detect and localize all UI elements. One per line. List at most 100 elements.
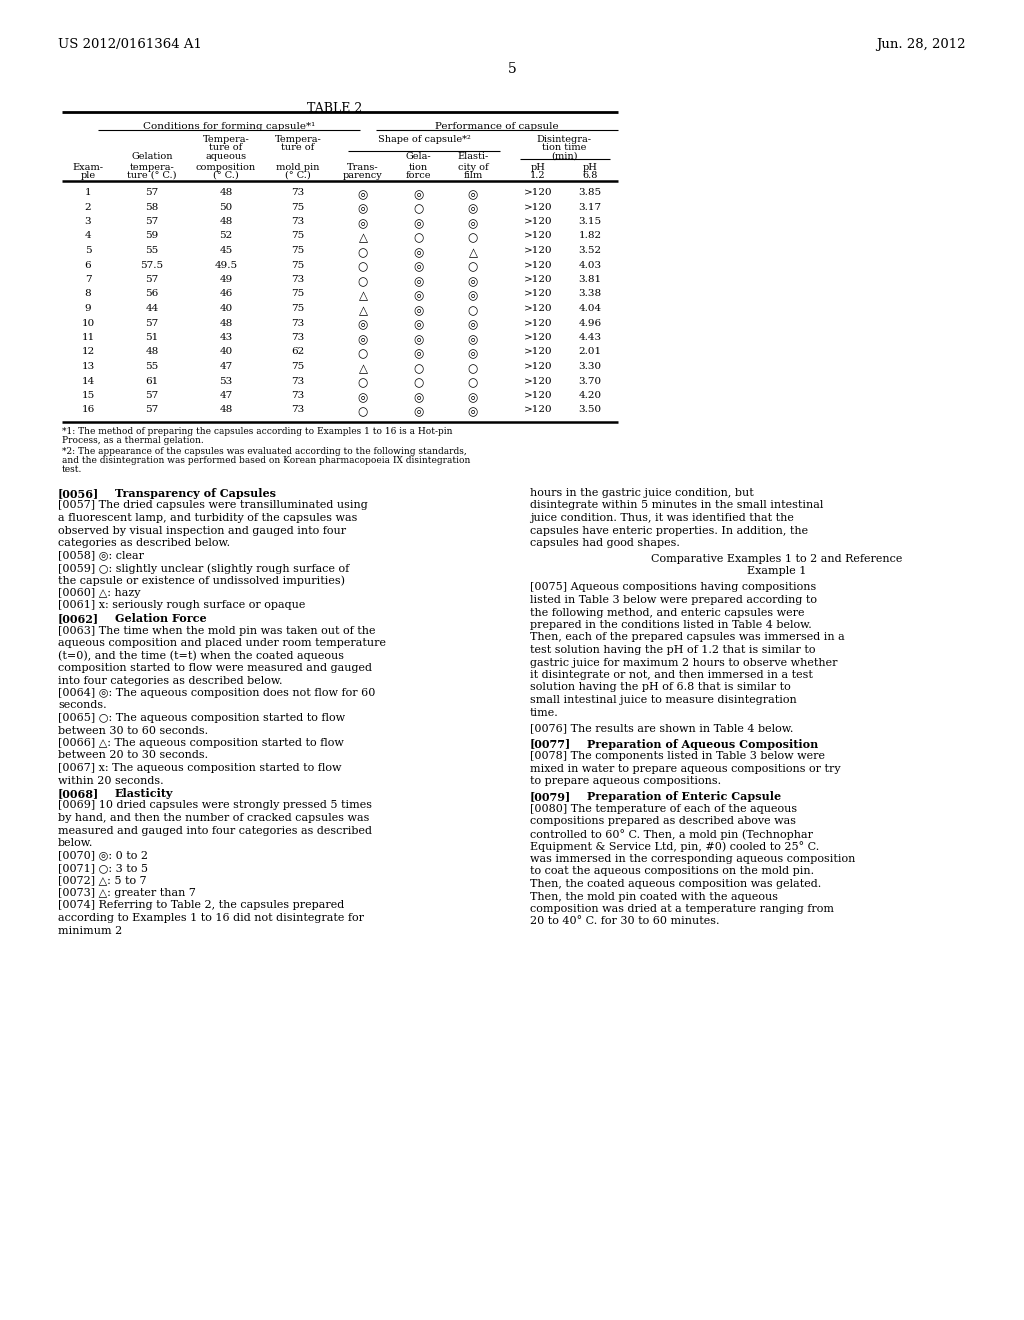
Text: ◎: ◎ xyxy=(468,391,478,404)
Text: [0057] The dried capsules were transilluminated using: [0057] The dried capsules were transillu… xyxy=(58,500,368,511)
Text: >120: >120 xyxy=(523,231,552,240)
Text: listed in Table 3 below were prepared according to: listed in Table 3 below were prepared ac… xyxy=(530,595,817,605)
Text: ◎: ◎ xyxy=(413,275,423,288)
Text: [0071] ○: 3 to 5: [0071] ○: 3 to 5 xyxy=(58,863,148,873)
Text: [0066] △: The aqueous composition started to flow: [0066] △: The aqueous composition starte… xyxy=(58,738,344,748)
Text: 5: 5 xyxy=(508,62,516,77)
Text: ○: ○ xyxy=(357,246,368,259)
Text: >120: >120 xyxy=(523,260,552,269)
Text: Tempera-: Tempera- xyxy=(274,135,322,144)
Text: ◎: ◎ xyxy=(357,318,368,331)
Text: 1.82: 1.82 xyxy=(579,231,601,240)
Text: >120: >120 xyxy=(523,333,552,342)
Text: >120: >120 xyxy=(523,202,552,211)
Text: 75: 75 xyxy=(292,304,304,313)
Text: 12: 12 xyxy=(81,347,94,356)
Text: Gela-: Gela- xyxy=(406,152,431,161)
Text: ◎: ◎ xyxy=(413,246,423,259)
Text: 56: 56 xyxy=(145,289,159,298)
Text: (° C.): (° C.) xyxy=(213,172,239,180)
Text: ○: ○ xyxy=(468,231,478,244)
Text: ○: ○ xyxy=(357,376,368,389)
Text: (t=0), and the time (t=t) when the coated aqueous: (t=0), and the time (t=t) when the coate… xyxy=(58,651,344,661)
Text: ture of: ture of xyxy=(209,143,243,152)
Text: 15: 15 xyxy=(81,391,94,400)
Text: ◎: ◎ xyxy=(468,318,478,331)
Text: 4.03: 4.03 xyxy=(579,260,601,269)
Text: ◎: ◎ xyxy=(468,405,478,418)
Text: between 20 to 30 seconds.: between 20 to 30 seconds. xyxy=(58,751,208,760)
Text: force: force xyxy=(406,172,431,180)
Text: 1.2: 1.2 xyxy=(530,172,546,180)
Text: 7: 7 xyxy=(85,275,91,284)
Text: ◎: ◎ xyxy=(413,216,423,230)
Text: 52: 52 xyxy=(219,231,232,240)
Text: Preparation of Enteric Capsule: Preparation of Enteric Capsule xyxy=(587,792,781,803)
Text: minimum 2: minimum 2 xyxy=(58,925,122,936)
Text: 61: 61 xyxy=(145,376,159,385)
Text: Preparation of Aqueous Composition: Preparation of Aqueous Composition xyxy=(587,738,818,750)
Text: 48: 48 xyxy=(145,347,159,356)
Text: ◎: ◎ xyxy=(468,187,478,201)
Text: juice condition. Thus, it was identified that the: juice condition. Thus, it was identified… xyxy=(530,513,794,523)
Text: 47: 47 xyxy=(219,362,232,371)
Text: pH: pH xyxy=(530,162,546,172)
Text: [0061] x: seriously rough surface or opaque: [0061] x: seriously rough surface or opa… xyxy=(58,601,305,610)
Text: [0060] △: hazy: [0060] △: hazy xyxy=(58,587,140,598)
Text: 4.04: 4.04 xyxy=(579,304,601,313)
Text: >120: >120 xyxy=(523,376,552,385)
Text: city of: city of xyxy=(458,162,488,172)
Text: 73: 73 xyxy=(292,187,304,197)
Text: a fluorescent lamp, and turbidity of the capsules was: a fluorescent lamp, and turbidity of the… xyxy=(58,513,357,523)
Text: 10: 10 xyxy=(81,318,94,327)
Text: >120: >120 xyxy=(523,405,552,414)
Text: and the disintegration was performed based on Korean pharmacopoeia IX disintegra: and the disintegration was performed bas… xyxy=(62,455,470,465)
Text: [0075] Aqueous compositions having compositions: [0075] Aqueous compositions having compo… xyxy=(530,582,816,593)
Text: *2: The appearance of the capsules was evaluated according to the following stan: *2: The appearance of the capsules was e… xyxy=(62,447,467,455)
Text: 73: 73 xyxy=(292,333,304,342)
Text: 11: 11 xyxy=(81,333,94,342)
Text: 4: 4 xyxy=(85,231,91,240)
Text: ◎: ◎ xyxy=(468,202,478,215)
Text: 9: 9 xyxy=(85,304,91,313)
Text: 3.81: 3.81 xyxy=(579,275,601,284)
Text: 3.17: 3.17 xyxy=(579,202,601,211)
Text: 40: 40 xyxy=(219,304,232,313)
Text: ◎: ◎ xyxy=(413,289,423,302)
Text: mixed in water to prepare aqueous compositions or try: mixed in water to prepare aqueous compos… xyxy=(530,763,841,774)
Text: 73: 73 xyxy=(292,318,304,327)
Text: ◎: ◎ xyxy=(413,333,423,346)
Text: 3.85: 3.85 xyxy=(579,187,601,197)
Text: >120: >120 xyxy=(523,187,552,197)
Text: 57: 57 xyxy=(145,275,159,284)
Text: ○: ○ xyxy=(357,275,368,288)
Text: ◎: ◎ xyxy=(357,202,368,215)
Text: 75: 75 xyxy=(292,246,304,255)
Text: tion: tion xyxy=(409,162,428,172)
Text: (° C.): (° C.) xyxy=(285,172,311,180)
Text: 46: 46 xyxy=(219,289,232,298)
Text: [0079]: [0079] xyxy=(530,792,571,803)
Text: composition: composition xyxy=(196,162,256,172)
Text: △: △ xyxy=(358,289,368,302)
Text: ◎: ◎ xyxy=(413,260,423,273)
Text: ◎: ◎ xyxy=(468,216,478,230)
Text: ◎: ◎ xyxy=(468,333,478,346)
Text: compositions prepared as described above was: compositions prepared as described above… xyxy=(530,817,796,826)
Text: 75: 75 xyxy=(292,362,304,371)
Text: capsules had good shapes.: capsules had good shapes. xyxy=(530,539,680,548)
Text: ○: ○ xyxy=(413,231,423,244)
Text: 51: 51 xyxy=(145,333,159,342)
Text: 48: 48 xyxy=(219,216,232,226)
Text: observed by visual inspection and gauged into four: observed by visual inspection and gauged… xyxy=(58,525,346,536)
Text: Tempera-: Tempera- xyxy=(203,135,250,144)
Text: Process, as a thermal gelation.: Process, as a thermal gelation. xyxy=(62,436,204,445)
Text: ○: ○ xyxy=(413,376,423,389)
Text: capsules have enteric properties. In addition, the: capsules have enteric properties. In add… xyxy=(530,525,808,536)
Text: composition started to flow were measured and gauged: composition started to flow were measure… xyxy=(58,663,372,673)
Text: [0058] ◎: clear: [0058] ◎: clear xyxy=(58,550,144,561)
Text: 75: 75 xyxy=(292,289,304,298)
Text: 73: 73 xyxy=(292,405,304,414)
Text: ◎: ◎ xyxy=(413,391,423,404)
Text: ◎: ◎ xyxy=(413,318,423,331)
